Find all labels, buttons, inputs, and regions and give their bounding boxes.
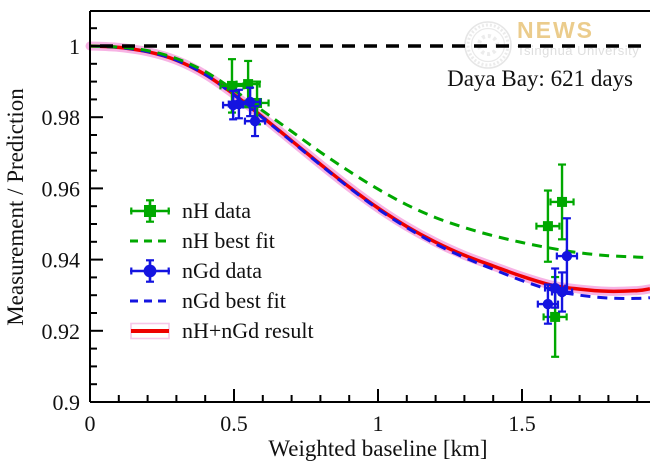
legend-item-nh-ngd-result: nH+nGd result xyxy=(130,316,314,346)
nh-data-point xyxy=(542,221,553,232)
legend-label: nGd best fit xyxy=(182,288,286,313)
y-axis-title: Measurement / Prediction xyxy=(3,88,28,326)
y-tick-label: 0.96 xyxy=(42,176,81,201)
ngd-data-marker-icon xyxy=(130,259,170,283)
ticks: 0.9 0.92 0.94 0.96 0.98 1 0 0.5 1 1.5 xyxy=(42,27,639,436)
ngd-data-point xyxy=(249,115,261,127)
y-tick-label: 0.92 xyxy=(42,319,81,344)
legend-label: nH+nGd result xyxy=(182,318,314,343)
watermark-title: NEWS xyxy=(517,17,594,43)
nh-ngd-result-curve xyxy=(89,44,650,294)
y-tick-label: 0.98 xyxy=(42,105,81,130)
nh-data-point xyxy=(243,79,254,90)
nh-data-point xyxy=(226,80,237,91)
nh-data-point xyxy=(550,311,561,322)
annotation-daya-bay: Daya Bay: 621 days xyxy=(447,66,633,91)
ngd-data-point xyxy=(561,250,573,262)
nh-ngd-result-marker-icon xyxy=(130,322,170,340)
legend-item-ngd-best-fit: nGd best fit xyxy=(130,286,314,316)
ngd-data-point xyxy=(556,286,568,298)
ngd-data-point xyxy=(233,98,245,110)
legend-label: nGd data xyxy=(182,258,263,283)
ngd-data-points xyxy=(221,86,579,325)
legend-label: nH best fit xyxy=(182,228,275,253)
nh-best-fit-marker-icon xyxy=(130,239,170,243)
x-tick-label: 0.5 xyxy=(220,411,248,436)
nh-best-fit-curve xyxy=(89,44,650,259)
y-tick-label: 0.9 xyxy=(53,390,81,415)
x-tick-label: 1 xyxy=(373,411,384,436)
y-tick-label: 0.94 xyxy=(42,248,81,273)
legend-item-nh-data: nH data xyxy=(130,196,314,226)
nh-data-point xyxy=(557,196,568,207)
x-tick-label: 1.5 xyxy=(508,411,536,436)
y-tick-label: 1 xyxy=(69,34,80,59)
ngd-best-fit-marker-icon xyxy=(130,299,170,303)
legend: nH data nH best fit nGd data xyxy=(130,196,314,346)
legend-item-ngd-data: nGd data xyxy=(130,256,314,286)
x-axis-title: Weighted baseline [km] xyxy=(268,436,488,461)
nh-data-marker-icon xyxy=(130,199,170,223)
x-tick-label: 0 xyxy=(85,411,96,436)
legend-item-nh-best-fit: nH best fit xyxy=(130,226,314,256)
legend-label: nH data xyxy=(182,198,252,223)
ngd-data-point xyxy=(244,96,256,108)
ngd-data-point xyxy=(542,298,554,310)
